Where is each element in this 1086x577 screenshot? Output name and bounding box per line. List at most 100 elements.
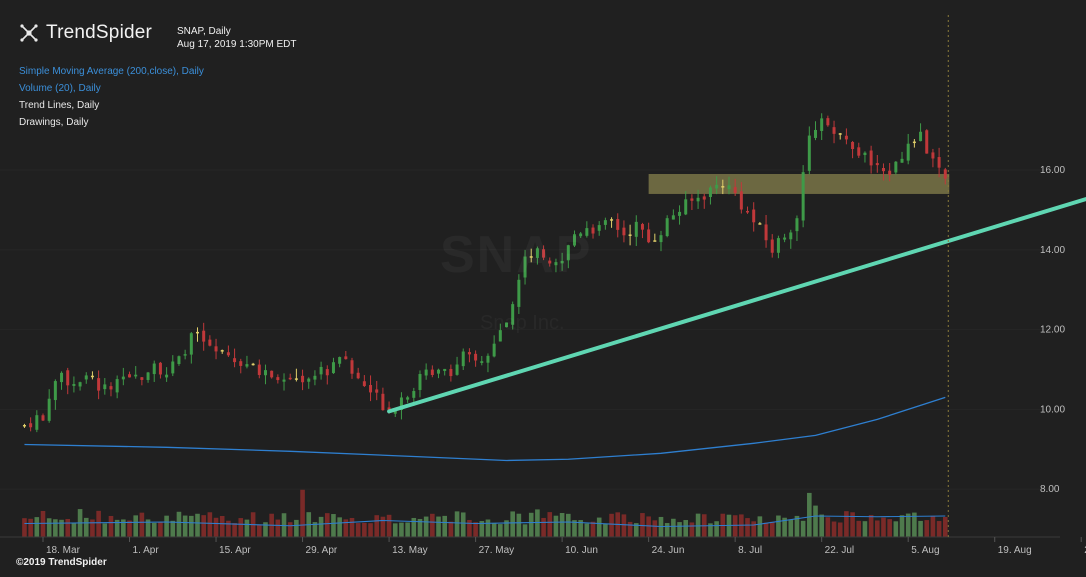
candle-body[interactable] xyxy=(60,372,64,383)
volume-bar[interactable] xyxy=(714,521,719,537)
volume-bar[interactable] xyxy=(467,519,472,537)
candle-body[interactable] xyxy=(109,386,113,390)
candle-body[interactable] xyxy=(498,330,502,342)
volume-bar[interactable] xyxy=(516,513,522,537)
candle-body[interactable] xyxy=(158,362,162,375)
volume-bar[interactable] xyxy=(590,521,596,537)
volume-bar[interactable] xyxy=(800,520,806,537)
candle-body[interactable] xyxy=(356,372,360,379)
volume-bar[interactable] xyxy=(732,515,738,537)
candle-body[interactable] xyxy=(226,352,230,356)
candle-body[interactable] xyxy=(140,377,144,380)
candle-body[interactable] xyxy=(492,343,496,357)
candle-body[interactable] xyxy=(702,196,706,200)
candle-body[interactable] xyxy=(399,397,403,411)
volume-bar[interactable] xyxy=(189,515,194,537)
volume-bar[interactable] xyxy=(763,522,769,537)
candle-body[interactable] xyxy=(678,211,682,216)
candle-body[interactable] xyxy=(634,221,638,237)
volume-bar[interactable] xyxy=(454,511,460,537)
volume-bar[interactable] xyxy=(263,522,268,537)
volume-bar[interactable] xyxy=(788,519,794,537)
volume-bar[interactable] xyxy=(776,515,781,537)
candle-body[interactable] xyxy=(572,234,576,246)
volume-bar[interactable] xyxy=(813,505,818,537)
volume-bar[interactable] xyxy=(578,520,583,537)
candle-body[interactable] xyxy=(22,424,26,427)
candle-body[interactable] xyxy=(758,223,762,225)
volume-bar[interactable] xyxy=(887,519,892,537)
candle-body[interactable] xyxy=(900,158,904,163)
volume-bar[interactable] xyxy=(664,523,670,537)
volume-bar[interactable] xyxy=(34,517,40,537)
volume-bar[interactable] xyxy=(219,515,225,537)
candle-body[interactable] xyxy=(134,374,138,377)
candle-body[interactable] xyxy=(313,375,317,380)
candle-body[interactable] xyxy=(535,248,539,258)
volume-bar[interactable] xyxy=(677,522,682,537)
volume-bar[interactable] xyxy=(294,519,299,537)
candle-body[interactable] xyxy=(517,279,521,307)
volume-bar[interactable] xyxy=(844,511,849,537)
candle-body[interactable] xyxy=(121,376,125,380)
candle-body[interactable] xyxy=(29,423,33,428)
candle-body[interactable] xyxy=(560,260,564,264)
candle-body[interactable] xyxy=(684,199,688,215)
candle-body[interactable] xyxy=(616,219,620,230)
volume-bar[interactable] xyxy=(584,523,590,537)
volume-bar[interactable] xyxy=(479,521,485,537)
candle-body[interactable] xyxy=(752,209,756,223)
candle-body[interactable] xyxy=(863,152,867,156)
volume-bar[interactable] xyxy=(782,517,787,537)
candle-body[interactable] xyxy=(511,304,515,325)
volume-bar[interactable] xyxy=(108,515,114,537)
candle-body[interactable] xyxy=(579,233,583,237)
volume-bar[interactable] xyxy=(145,519,151,537)
volume-bar[interactable] xyxy=(71,522,77,537)
candle-body[interactable] xyxy=(443,368,447,371)
volume-bar[interactable] xyxy=(151,522,157,537)
candle-body[interactable] xyxy=(523,256,527,278)
candle-body[interactable] xyxy=(214,346,218,352)
candle-body[interactable] xyxy=(282,379,286,382)
volume-bar[interactable] xyxy=(324,513,330,537)
volume-bar[interactable] xyxy=(362,522,367,537)
candle-body[interactable] xyxy=(665,218,669,237)
candle-body[interactable] xyxy=(832,127,836,134)
volume-bar[interactable] xyxy=(380,516,386,537)
candle-body[interactable] xyxy=(66,370,70,386)
candle-body[interactable] xyxy=(430,369,434,375)
candle-body[interactable] xyxy=(47,398,51,421)
candle-body[interactable] xyxy=(393,410,397,414)
study-sma-200[interactable]: Simple Moving Average (200,close), Daily xyxy=(19,66,204,77)
candle-body[interactable] xyxy=(838,133,842,135)
candle-body[interactable] xyxy=(103,384,107,390)
candle-body[interactable] xyxy=(671,215,675,220)
volume-bar[interactable] xyxy=(442,515,447,537)
volume-bar[interactable] xyxy=(257,524,262,537)
volume-bar[interactable] xyxy=(621,514,627,537)
volume-bar[interactable] xyxy=(473,522,478,537)
volume-bar[interactable] xyxy=(430,513,435,537)
volume-bar[interactable] xyxy=(213,517,219,537)
volume-bar[interactable] xyxy=(708,523,713,537)
candle-body[interactable] xyxy=(362,381,366,387)
candle-body[interactable] xyxy=(529,256,533,258)
volume-bar[interactable] xyxy=(232,523,237,537)
volume-bar[interactable] xyxy=(596,517,602,537)
volume-bar[interactable] xyxy=(868,515,874,537)
volume-bar[interactable] xyxy=(510,511,515,537)
volume-bar[interactable] xyxy=(899,515,905,537)
candle-body[interactable] xyxy=(640,224,644,230)
candle-body[interactable] xyxy=(937,157,941,168)
volume-bar[interactable] xyxy=(807,492,812,537)
candle-body[interactable] xyxy=(783,237,787,240)
volume-bar[interactable] xyxy=(417,518,423,537)
candle-body[interactable] xyxy=(208,339,212,346)
volume-bar[interactable] xyxy=(553,515,559,537)
volume-bar[interactable] xyxy=(355,523,361,537)
volume-bar[interactable] xyxy=(226,520,231,537)
volume-bar[interactable] xyxy=(572,520,577,537)
candle-body[interactable] xyxy=(449,368,453,377)
